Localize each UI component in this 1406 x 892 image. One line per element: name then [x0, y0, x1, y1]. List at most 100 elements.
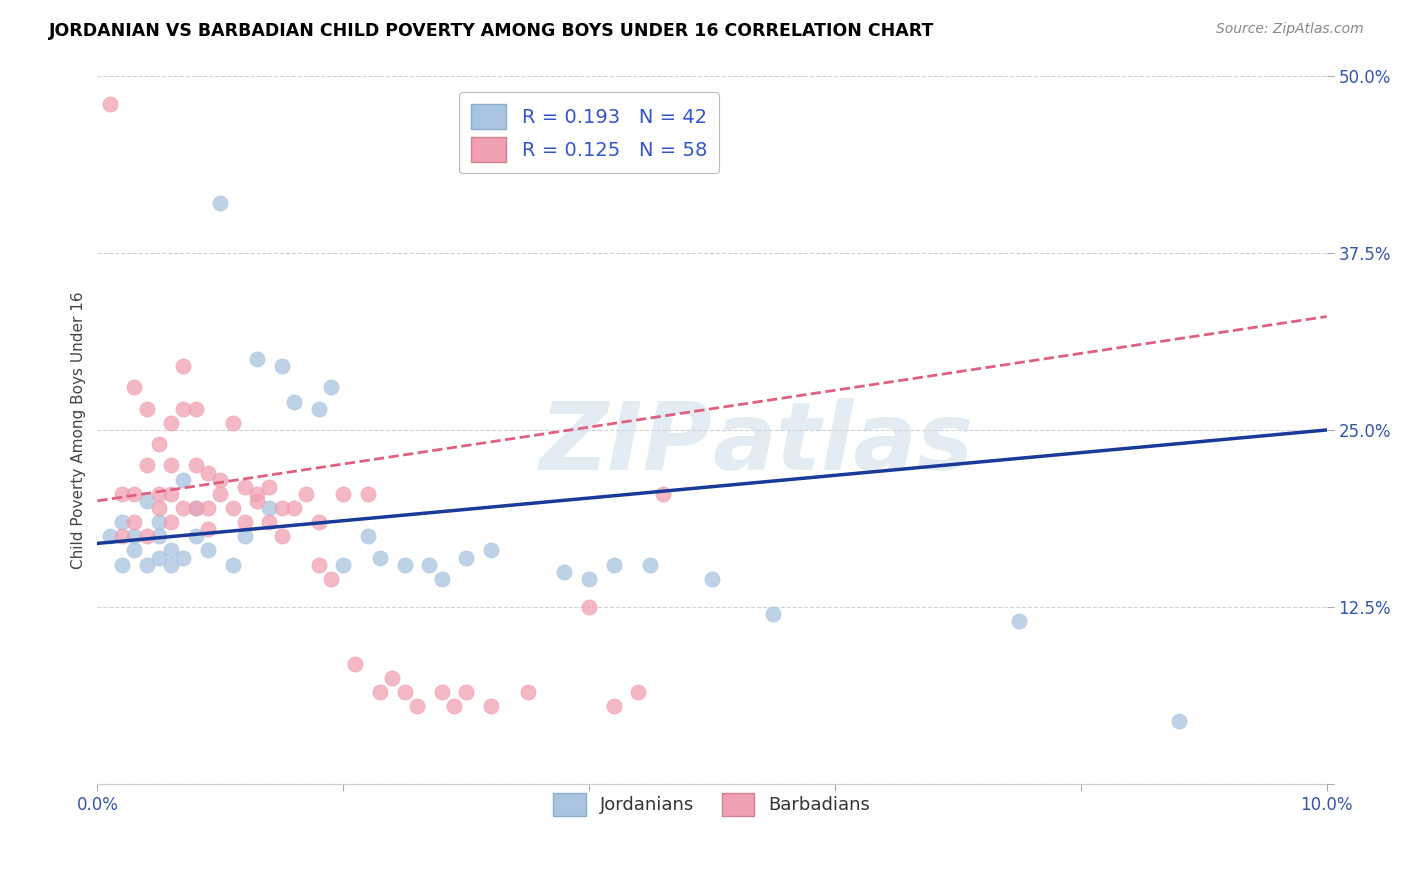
- Point: [368, 550, 391, 565]
- Point: [516, 685, 538, 699]
- Point: [135, 558, 157, 572]
- Point: [221, 558, 243, 572]
- Point: [233, 480, 256, 494]
- Point: [122, 543, 145, 558]
- Point: [135, 458, 157, 473]
- Point: [160, 487, 183, 501]
- Y-axis label: Child Poverty Among Boys Under 16: Child Poverty Among Boys Under 16: [72, 291, 86, 569]
- Point: [98, 96, 121, 111]
- Point: [368, 685, 391, 699]
- Point: [640, 558, 662, 572]
- Point: [122, 487, 145, 501]
- Point: [209, 487, 232, 501]
- Point: [443, 699, 465, 714]
- Point: [172, 473, 194, 487]
- Point: [197, 500, 219, 515]
- Point: [111, 558, 134, 572]
- Point: [160, 543, 183, 558]
- Point: [456, 550, 478, 565]
- Point: [1008, 615, 1031, 629]
- Point: [172, 500, 194, 515]
- Point: [394, 685, 416, 699]
- Text: ZIP: ZIP: [538, 398, 711, 490]
- Point: [1168, 714, 1191, 728]
- Point: [172, 550, 194, 565]
- Point: [148, 487, 170, 501]
- Point: [308, 401, 330, 416]
- Point: [233, 529, 256, 543]
- Point: [602, 558, 624, 572]
- Point: [98, 529, 121, 543]
- Point: [233, 515, 256, 529]
- Point: [111, 529, 134, 543]
- Point: [357, 487, 380, 501]
- Point: [319, 572, 342, 586]
- Point: [602, 699, 624, 714]
- Point: [270, 500, 292, 515]
- Point: [430, 572, 453, 586]
- Point: [270, 529, 292, 543]
- Point: [148, 515, 170, 529]
- Point: [283, 394, 305, 409]
- Point: [160, 515, 183, 529]
- Point: [627, 685, 650, 699]
- Point: [430, 685, 453, 699]
- Text: atlas: atlas: [711, 398, 973, 490]
- Point: [295, 487, 318, 501]
- Point: [184, 401, 207, 416]
- Point: [479, 699, 502, 714]
- Point: [122, 515, 145, 529]
- Point: [111, 487, 134, 501]
- Point: [197, 522, 219, 536]
- Point: [148, 550, 170, 565]
- Point: [283, 500, 305, 515]
- Point: [553, 565, 575, 579]
- Point: [381, 671, 404, 685]
- Point: [578, 600, 600, 615]
- Point: [259, 500, 281, 515]
- Point: [344, 657, 367, 671]
- Point: [357, 529, 380, 543]
- Point: [135, 529, 157, 543]
- Point: [270, 359, 292, 374]
- Point: [578, 572, 600, 586]
- Point: [651, 487, 673, 501]
- Legend: Jordanians, Barbadians: Jordanians, Barbadians: [544, 784, 880, 825]
- Point: [479, 543, 502, 558]
- Point: [160, 458, 183, 473]
- Point: [308, 515, 330, 529]
- Point: [246, 487, 269, 501]
- Point: [197, 466, 219, 480]
- Point: [209, 196, 232, 211]
- Point: [406, 699, 429, 714]
- Point: [246, 352, 269, 367]
- Point: [122, 529, 145, 543]
- Text: Source: ZipAtlas.com: Source: ZipAtlas.com: [1216, 22, 1364, 37]
- Point: [148, 500, 170, 515]
- Point: [148, 437, 170, 451]
- Point: [184, 500, 207, 515]
- Point: [308, 558, 330, 572]
- Point: [160, 558, 183, 572]
- Point: [259, 515, 281, 529]
- Point: [221, 500, 243, 515]
- Point: [184, 500, 207, 515]
- Point: [319, 380, 342, 394]
- Point: [259, 480, 281, 494]
- Point: [172, 359, 194, 374]
- Point: [456, 685, 478, 699]
- Point: [394, 558, 416, 572]
- Point: [197, 543, 219, 558]
- Point: [111, 515, 134, 529]
- Point: [122, 380, 145, 394]
- Point: [762, 607, 785, 622]
- Text: JORDANIAN VS BARBADIAN CHILD POVERTY AMONG BOYS UNDER 16 CORRELATION CHART: JORDANIAN VS BARBADIAN CHILD POVERTY AMO…: [49, 22, 935, 40]
- Point: [135, 401, 157, 416]
- Point: [332, 487, 354, 501]
- Point: [160, 416, 183, 430]
- Point: [700, 572, 723, 586]
- Point: [172, 401, 194, 416]
- Point: [246, 494, 269, 508]
- Point: [135, 494, 157, 508]
- Point: [418, 558, 440, 572]
